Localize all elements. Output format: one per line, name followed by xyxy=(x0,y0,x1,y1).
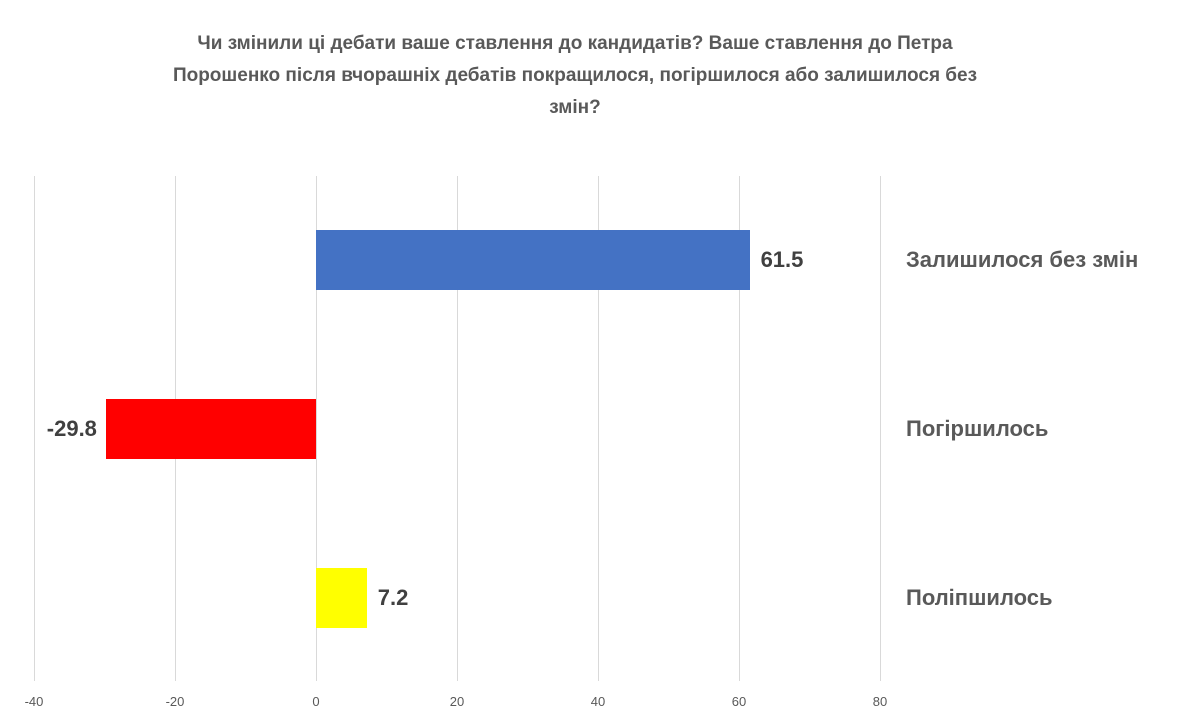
x-tick-label: 0 xyxy=(312,694,320,709)
category-label-unchanged: Залишилося без змін xyxy=(906,247,1139,272)
x-tick-label: 40 xyxy=(590,694,606,709)
gridline xyxy=(457,176,458,681)
chart-title-line-1: Чи змінили ці дебати ваше ставлення до к… xyxy=(197,33,953,54)
gridline xyxy=(739,176,740,681)
gridline xyxy=(598,176,599,681)
x-tick-label: -40 xyxy=(24,694,44,709)
x-tick-label: 80 xyxy=(872,694,888,709)
x-tick-label: 60 xyxy=(731,694,747,709)
chart-title-line-3: змін? xyxy=(549,97,601,118)
category-label-improved: Поліпшилось xyxy=(906,585,1053,610)
bar-worsened xyxy=(105,399,316,459)
x-tick-label: 20 xyxy=(449,694,465,709)
category-label-worsened: Погіршилось xyxy=(906,416,1049,441)
bar-improved xyxy=(316,568,367,628)
chart-title: Чи змінили ці дебати ваше ставлення до к… xyxy=(100,28,1050,124)
gridline-zero xyxy=(316,176,317,681)
value-label-improved: 7.2 xyxy=(377,585,409,610)
gridline xyxy=(880,176,881,681)
value-label-worsened: -29.8 xyxy=(46,416,97,441)
value-label-unchanged: 61.5 xyxy=(760,247,804,272)
bar-unchanged xyxy=(316,230,750,290)
chart-title-line-2: Порошенко після вчорашніх дебатів покращ… xyxy=(172,65,978,86)
gridline xyxy=(34,176,35,681)
x-tick-label: -20 xyxy=(165,694,185,709)
